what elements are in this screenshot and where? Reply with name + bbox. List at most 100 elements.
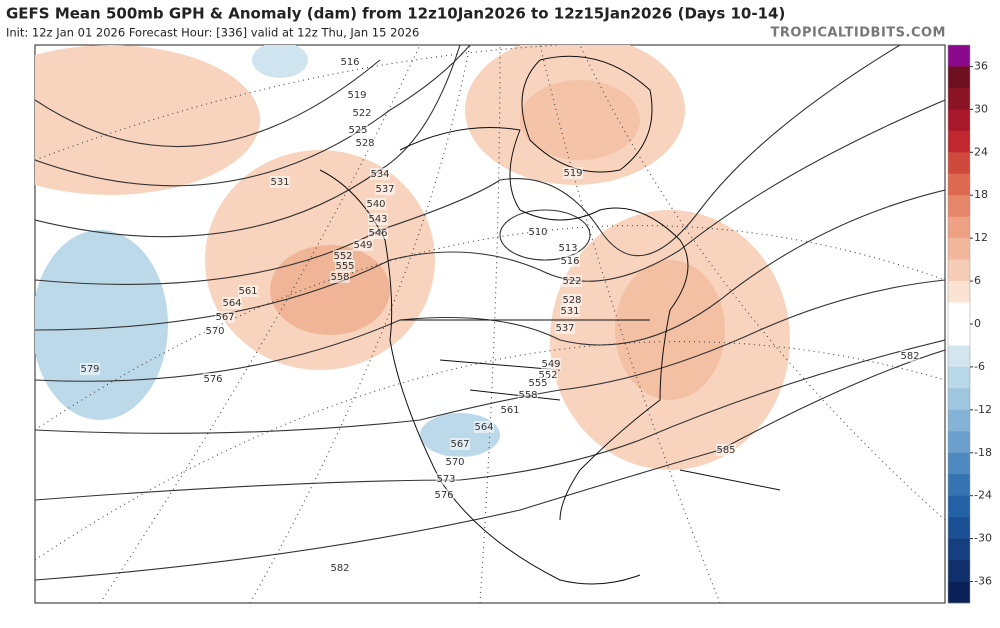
contour-label: 552 xyxy=(333,251,352,262)
contour-label: 537 xyxy=(375,184,394,195)
contour-label: 519 xyxy=(347,90,366,101)
contour-label-bg xyxy=(203,373,223,385)
colorbar-tick-label: -6 xyxy=(974,360,985,373)
contour-label: 570 xyxy=(205,326,224,337)
colorbar-swatch xyxy=(948,259,970,282)
contour-label: 555 xyxy=(528,378,547,389)
contour-label-bg xyxy=(375,183,395,195)
contour-label-bg xyxy=(368,227,388,239)
colorbar-tick-label: -18 xyxy=(974,446,992,459)
contour-label-bg xyxy=(333,250,353,262)
contour-label-bg xyxy=(330,562,350,574)
contour-label: 567 xyxy=(215,312,234,323)
contour-label: 549 xyxy=(541,359,560,370)
contour-label-bg xyxy=(434,489,454,501)
contour-label: 576 xyxy=(434,490,453,501)
height-contours xyxy=(35,45,945,581)
colorbar: 36 30 24 18 12 6 0 -6 -12 -18 -24 -30 -36 xyxy=(947,44,992,604)
colorbar-tick-label: 12 xyxy=(974,231,988,244)
site-credit: TROPICALTIDBITS.COM xyxy=(771,26,946,41)
colorbar-swatch xyxy=(948,388,970,411)
contour-label-bg xyxy=(205,325,225,337)
contour-label: 528 xyxy=(355,138,374,149)
colorbar-swatch xyxy=(948,560,970,582)
contour-label: 522 xyxy=(562,276,581,287)
contour-label: 513 xyxy=(558,243,577,254)
colorbar-swatch xyxy=(948,474,970,496)
contour-label-bg xyxy=(222,297,242,309)
colorbar-swatch xyxy=(948,431,970,454)
contour-label: 558 xyxy=(330,272,349,283)
contour-label: 534 xyxy=(370,169,389,180)
contour-label-bg xyxy=(270,176,290,188)
subtitle: Init: 12z Jan 01 2026 Forecast Hour: [33… xyxy=(6,26,419,40)
contour-label: 570 xyxy=(445,457,464,468)
contour-label: 573 xyxy=(436,474,455,485)
contour-label-bg xyxy=(474,421,494,433)
contour-label-bg xyxy=(562,294,582,306)
colorbar-swatch xyxy=(948,87,970,110)
contour-label: 516 xyxy=(560,256,579,267)
colorbar-tick-label: -36 xyxy=(974,575,992,588)
colorbar-swatch xyxy=(948,281,970,303)
colorbar-swatch xyxy=(948,216,970,239)
colorbar-tick-label: 30 xyxy=(974,102,988,115)
coastlines xyxy=(319,55,781,585)
contour-label-bg xyxy=(80,363,100,375)
contour-label: 576 xyxy=(203,374,222,385)
colorbar-swatch xyxy=(948,495,970,518)
colorbar-swatch xyxy=(948,152,970,175)
contour-label-bg xyxy=(500,404,520,416)
colorbar-tick-label: 18 xyxy=(974,188,988,201)
contour-label-bg xyxy=(352,107,372,119)
contour-label-bg xyxy=(335,260,355,272)
contour-label: 519 xyxy=(563,168,582,179)
contour-label: 549 xyxy=(353,240,372,251)
graticule xyxy=(35,45,945,603)
contour-label-bg xyxy=(558,242,578,254)
contour-label: 579 xyxy=(80,364,99,375)
contour-label: 561 xyxy=(500,405,519,416)
contour-label-bg xyxy=(347,89,367,101)
title: GEFS Mean 500mb GPH & Anomaly (dam) from… xyxy=(6,5,785,23)
contour-label-bg xyxy=(330,271,350,283)
contour-label: 516 xyxy=(340,57,359,68)
contour-label: 546 xyxy=(368,228,387,239)
colorbar-swatch xyxy=(948,130,970,153)
contour-label-bg xyxy=(450,438,470,450)
contour-label: 528 xyxy=(562,295,581,306)
contour-label-bg xyxy=(353,239,373,251)
colorbar-swatch xyxy=(948,324,970,346)
contour-label-bg xyxy=(366,198,386,210)
contour-label-bg xyxy=(355,137,375,149)
contour-label-bg xyxy=(562,275,582,287)
contour-label-bg xyxy=(528,377,548,389)
colorbar-swatch xyxy=(948,517,970,539)
contour-label: 525 xyxy=(348,125,367,136)
contour-label: 564 xyxy=(222,298,241,309)
contour-label: 531 xyxy=(560,306,579,317)
colorbar-tick-label: 24 xyxy=(974,145,988,158)
colorbar-tick-label: 36 xyxy=(974,59,988,72)
colorbar-tick-label: 0 xyxy=(974,317,981,330)
anomaly-shading xyxy=(35,45,790,470)
contour-label-bg xyxy=(900,350,920,362)
contour-label-bg xyxy=(560,255,580,267)
contour-label-bg xyxy=(238,285,258,297)
colorbar-swatch xyxy=(948,302,970,325)
contour-label: 540 xyxy=(366,199,385,210)
contour-label-bg xyxy=(560,305,580,317)
colorbar-swatch xyxy=(948,45,970,67)
colorbar-tick-label: -24 xyxy=(974,489,992,502)
map-area: 5165195225255285315345375405435465495525… xyxy=(34,44,946,604)
contour-label-bg xyxy=(436,473,456,485)
contour-label: 537 xyxy=(555,323,574,334)
colorbar-swatch xyxy=(948,538,970,561)
contour-label: 582 xyxy=(900,351,919,362)
contour-label-bg xyxy=(518,389,538,401)
contour-label: 558 xyxy=(518,390,537,401)
contour-label-bg xyxy=(215,311,235,323)
contour-label: 582 xyxy=(330,563,349,574)
colorbar-tick-label: -30 xyxy=(974,532,992,545)
